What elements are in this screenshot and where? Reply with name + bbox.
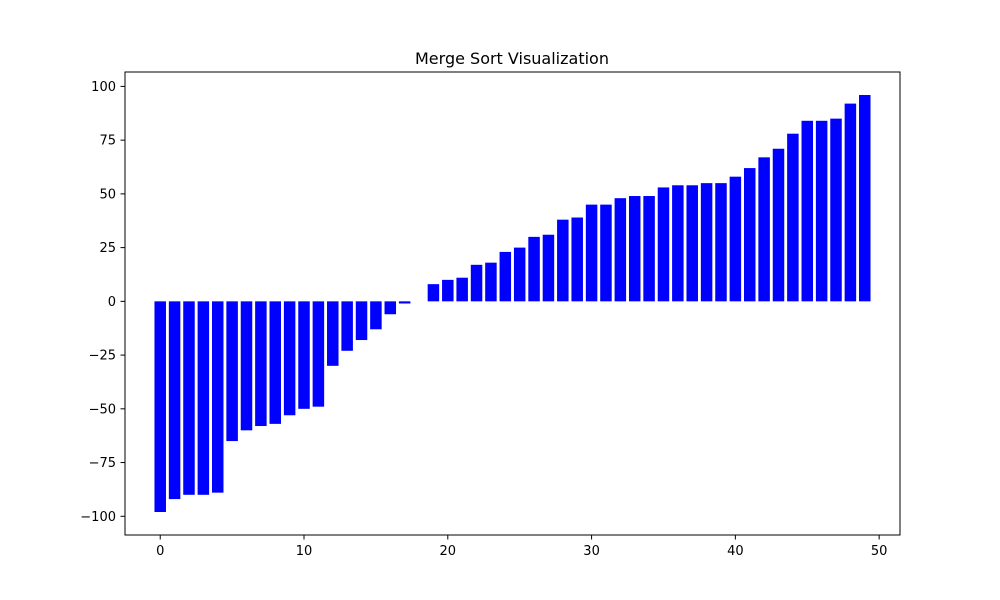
- bar-22: [470, 264, 483, 302]
- x-tick-label: 50: [871, 544, 888, 559]
- y-tick-label: −25: [89, 349, 116, 364]
- bar-14: [355, 301, 368, 341]
- y-axis: −100 −75 −50 −25 0 25 50 75 100: [80, 80, 125, 525]
- bar-11: [312, 301, 325, 407]
- bar-1: [168, 301, 181, 500]
- bar-33: [628, 196, 641, 302]
- chart-title: Merge Sort Visualization: [415, 49, 609, 68]
- y-tick-label: −50: [89, 402, 116, 417]
- y-tick-label: −75: [89, 456, 116, 471]
- x-axis: 0 10 20 30 40 50: [156, 535, 887, 559]
- bar-41: [743, 168, 756, 302]
- bar-38: [700, 183, 713, 302]
- bar-39: [715, 183, 727, 302]
- y-tick-label: 75: [99, 134, 116, 149]
- bar-37: [686, 185, 698, 302]
- bar-9: [283, 301, 296, 416]
- x-tick-label: 0: [156, 544, 164, 559]
- bar-2: [183, 301, 195, 495]
- bar-45: [801, 120, 814, 302]
- bar-32: [614, 198, 627, 302]
- bar-28: [557, 219, 569, 302]
- bar-25: [513, 247, 526, 302]
- bar-49: [859, 95, 871, 302]
- bar-48: [844, 103, 857, 302]
- bar-12: [327, 301, 339, 366]
- bar-31: [600, 204, 612, 302]
- bar-24: [499, 251, 512, 302]
- bars-group: [154, 95, 871, 512]
- bar-16: [384, 301, 397, 315]
- bar-35: [657, 187, 670, 302]
- bar-15: [370, 301, 382, 330]
- plot-frame: [124, 71, 901, 536]
- x-tick-label: 40: [727, 544, 744, 559]
- bar-26: [528, 236, 540, 302]
- bar-4: [211, 301, 224, 493]
- bar-23: [485, 262, 497, 302]
- bar-42: [758, 157, 770, 302]
- x-tick-label: 30: [583, 544, 600, 559]
- bar-29: [571, 217, 583, 302]
- x-tick-label: 20: [440, 544, 457, 559]
- bar-3: [197, 301, 210, 495]
- bar-30: [585, 204, 598, 302]
- bar-13: [341, 301, 353, 351]
- bar-8: [269, 301, 281, 424]
- y-tick-label: 100: [91, 80, 116, 95]
- y-tick-label: 50: [99, 187, 116, 202]
- bar-46: [815, 120, 828, 302]
- y-tick-label: 0: [108, 295, 116, 310]
- bar-36: [672, 185, 684, 302]
- bar-21: [456, 277, 468, 302]
- bar-20: [442, 279, 454, 302]
- bar-5: [226, 301, 238, 442]
- bar-17: [398, 301, 411, 304]
- bar-44: [787, 133, 799, 302]
- bar-0: [154, 301, 166, 512]
- bar-10: [298, 301, 310, 409]
- x-tick-label: 10: [296, 544, 313, 559]
- bar-40: [729, 176, 742, 302]
- bar-34: [643, 196, 655, 302]
- y-tick-label: −100: [80, 510, 116, 525]
- bar-6: [240, 301, 253, 431]
- bar-47: [830, 118, 842, 302]
- bar-43: [772, 148, 785, 302]
- y-tick-label: 25: [99, 241, 116, 256]
- bar-27: [542, 234, 555, 302]
- bar-7: [255, 301, 267, 427]
- bar-19: [427, 284, 440, 302]
